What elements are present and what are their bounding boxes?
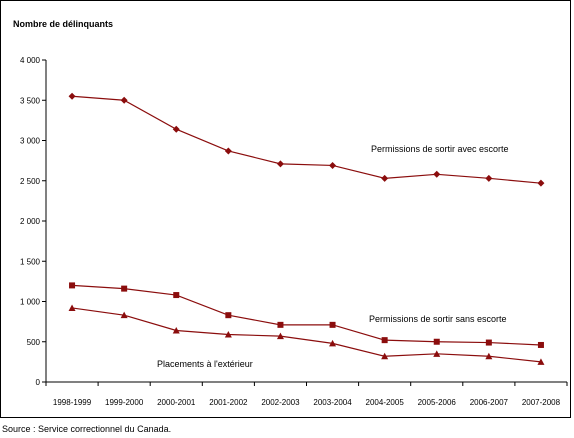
x-tick-label: 2003-2004 bbox=[313, 398, 352, 407]
data-point-square bbox=[381, 337, 388, 344]
data-point-diamond bbox=[224, 147, 232, 155]
data-point-square bbox=[329, 321, 336, 328]
data-point-triangle bbox=[224, 331, 232, 338]
data-point-triangle bbox=[537, 358, 545, 365]
series-line bbox=[72, 284, 541, 346]
series-label-1: Permissions de sortir avec escorte bbox=[371, 144, 509, 154]
y-tick-label: 1 500 bbox=[20, 257, 41, 266]
data-point-diamond bbox=[381, 174, 389, 182]
data-point-square bbox=[537, 341, 544, 348]
series-labels: Permissions de sortir avec escorte Permis… bbox=[157, 144, 509, 369]
data-point-triangle bbox=[433, 350, 441, 357]
data-point-square bbox=[173, 292, 180, 299]
data-point-triangle bbox=[381, 352, 389, 360]
x-tick-label: 2001-2002 bbox=[209, 398, 248, 407]
source-note: Source : Service correctionnel du Canada… bbox=[2, 424, 172, 434]
data-point-square bbox=[485, 339, 492, 346]
data-point-square bbox=[277, 321, 284, 328]
y-axis-title: Nombre de délinquants bbox=[13, 19, 113, 29]
data-point-diamond bbox=[172, 125, 180, 133]
series-label-2: Permissions de sortir sans escorte bbox=[369, 314, 507, 324]
data-point-diamond bbox=[120, 96, 128, 104]
data-point-triangle bbox=[120, 311, 128, 319]
y-tick-label: 4 000 bbox=[20, 56, 41, 65]
data-point-triangle bbox=[329, 339, 337, 347]
series-line bbox=[72, 95, 542, 184]
data-point-diamond bbox=[68, 92, 76, 100]
y-tick-label: 500 bbox=[27, 338, 41, 347]
y-tick-label: 0 bbox=[36, 378, 41, 387]
y-tick-label: 1 000 bbox=[20, 298, 41, 307]
data-point-triangle bbox=[172, 326, 180, 334]
x-tick-label: 2006-2007 bbox=[470, 398, 509, 407]
y-tick-label: 3 000 bbox=[20, 137, 41, 146]
x-tick-label: 1999-2000 bbox=[105, 398, 144, 407]
series-3 bbox=[68, 304, 545, 365]
data-point-square bbox=[69, 282, 76, 289]
chart-frame: Nombre de délinquants 0 500 1 000 1 500 2 00… bbox=[0, 0, 571, 418]
data-point-triangle bbox=[485, 352, 493, 360]
series-2 bbox=[69, 282, 544, 348]
data-point-diamond bbox=[329, 161, 337, 169]
series-layer bbox=[68, 92, 545, 365]
x-tick-label: 2000-2001 bbox=[157, 398, 196, 407]
data-point-triangle bbox=[68, 304, 76, 311]
y-tick-label: 2 000 bbox=[20, 217, 41, 226]
data-point-diamond bbox=[537, 179, 545, 187]
x-tick-label: 2005-2006 bbox=[418, 398, 457, 407]
series-1 bbox=[68, 92, 545, 187]
axes: 0 500 1 000 1 500 2 000 2 500 3 000 3 500 4 000 1… bbox=[20, 56, 568, 407]
y-tick-label: 2 500 bbox=[20, 177, 41, 186]
data-point-triangle bbox=[276, 332, 284, 340]
series-line bbox=[71, 307, 542, 363]
data-point-square bbox=[225, 312, 232, 319]
y-tick-label: 3 500 bbox=[20, 96, 41, 105]
data-point-square bbox=[433, 338, 440, 345]
line-chart: Nombre de délinquants 0 500 1 000 1 500 2 00… bbox=[13, 19, 568, 407]
x-tick-label: 1998-1999 bbox=[53, 398, 92, 407]
x-tick-label: 2004-2005 bbox=[366, 398, 405, 407]
data-point-diamond bbox=[433, 170, 441, 178]
x-tick-label: 2002-2003 bbox=[261, 398, 300, 407]
data-point-diamond bbox=[485, 174, 493, 182]
x-tick-label: 2007-2008 bbox=[522, 398, 561, 407]
data-point-diamond bbox=[276, 160, 284, 168]
data-point-square bbox=[121, 285, 128, 292]
series-label-3: Placements à l'extérieur bbox=[157, 359, 253, 369]
